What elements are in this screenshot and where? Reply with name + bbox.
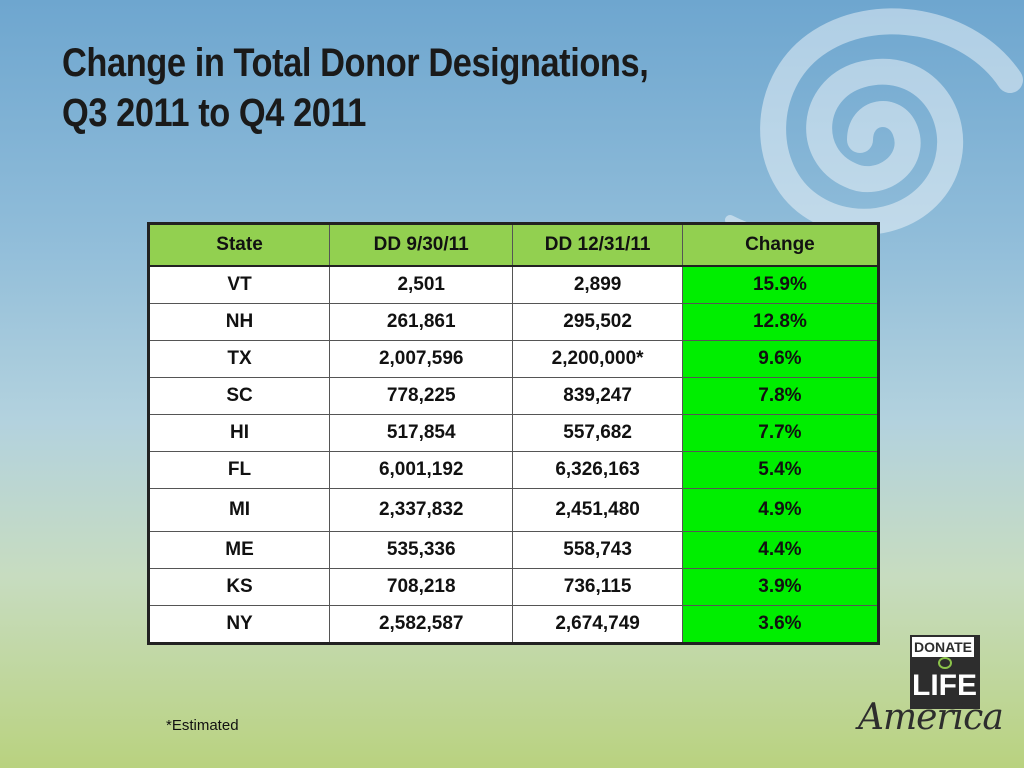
- cell-state: SC: [147, 377, 331, 415]
- title-line-1: Change in Total Donor Designations,: [62, 41, 649, 85]
- slide-title: Change in Total Donor Designations, Q3 2…: [62, 38, 649, 138]
- cell-dd-q3: 708,218: [329, 568, 514, 606]
- header-state: State: [147, 223, 331, 267]
- cell-state: NH: [147, 303, 331, 341]
- cell-dd-q3: 2,582,587: [329, 605, 514, 644]
- cell-dd-q3: 778,225: [329, 377, 514, 415]
- cell-dd-q3: 2,337,832: [329, 488, 514, 532]
- cell-state: TX: [147, 340, 331, 378]
- cell-dd-q4: 839,247: [512, 377, 683, 415]
- header-dd-q4: DD 12/31/11: [512, 223, 683, 267]
- cell-dd-q4: 6,326,163: [512, 451, 683, 489]
- cell-change: 9.6%: [681, 340, 880, 378]
- cell-change: 5.4%: [681, 451, 880, 489]
- cell-state: MI: [147, 488, 331, 532]
- table-row: SC 778,225 839,247 7.8%: [147, 377, 880, 415]
- cell-change: 15.9%: [681, 265, 880, 304]
- cell-dd-q3: 2,007,596: [329, 340, 514, 378]
- table-row: FL 6,001,192 6,326,163 5.4%: [147, 451, 880, 489]
- cell-state: ME: [147, 531, 331, 569]
- logo-donate-text: DONATE: [912, 637, 974, 657]
- logo-life-text: LIFE: [912, 669, 977, 702]
- cell-dd-q3: 517,854: [329, 414, 514, 452]
- cell-dd-q3: 261,861: [329, 303, 514, 341]
- footnote-estimated: *Estimated: [166, 717, 239, 734]
- donor-designations-table: State DD 9/30/11 DD 12/31/11 Change VT 2…: [147, 222, 880, 645]
- table-row: KS 708,218 736,115 3.9%: [147, 568, 880, 606]
- logo-america-script: America: [858, 697, 1004, 738]
- cell-state: KS: [147, 568, 331, 606]
- cell-state: VT: [147, 265, 331, 304]
- cell-dd-q4: 2,200,000*: [512, 340, 683, 378]
- cell-dd-q3: 6,001,192: [329, 451, 514, 489]
- header-change: Change: [681, 223, 880, 267]
- cell-change: 4.4%: [681, 531, 880, 569]
- header-dd-q3: DD 9/30/11: [329, 223, 514, 267]
- cell-dd-q3: 535,336: [329, 531, 514, 569]
- cell-change: 7.8%: [681, 377, 880, 415]
- cell-dd-q4: 558,743: [512, 531, 683, 569]
- logo-knot-icon: [938, 657, 952, 669]
- cell-dd-q4: 2,451,480: [512, 488, 683, 532]
- table-row: MI 2,337,832 2,451,480 4.9%: [147, 488, 880, 532]
- cell-state: NY: [147, 605, 331, 644]
- table-row: TX 2,007,596 2,200,000* 9.6%: [147, 340, 880, 378]
- cell-dd-q4: 736,115: [512, 568, 683, 606]
- cell-dd-q3: 2,501: [329, 265, 514, 304]
- cell-dd-q4: 295,502: [512, 303, 683, 341]
- table-header-row: State DD 9/30/11 DD 12/31/11 Change: [147, 223, 880, 267]
- table-row: VT 2,501 2,899 15.9%: [147, 265, 880, 304]
- cell-dd-q4: 2,899: [512, 265, 683, 304]
- cell-change: 12.8%: [681, 303, 880, 341]
- cell-state: FL: [147, 451, 331, 489]
- title-line-2: Q3 2011 to Q4 2011: [62, 91, 366, 135]
- table-row: ME 535,336 558,743 4.4%: [147, 531, 880, 569]
- table-row: NY 2,582,587 2,674,749 3.6%: [147, 605, 880, 644]
- donate-life-america-logo: DONATE LIFE America: [858, 633, 1006, 743]
- cell-dd-q4: 2,674,749: [512, 605, 683, 644]
- cell-state: HI: [147, 414, 331, 452]
- cell-dd-q4: 557,682: [512, 414, 683, 452]
- cell-change: 3.9%: [681, 568, 880, 606]
- table-row: HI 517,854 557,682 7.7%: [147, 414, 880, 452]
- table-row: NH 261,861 295,502 12.8%: [147, 303, 880, 341]
- cell-change: 7.7%: [681, 414, 880, 452]
- cell-change: 4.9%: [681, 488, 880, 532]
- cell-change: 3.6%: [681, 605, 880, 644]
